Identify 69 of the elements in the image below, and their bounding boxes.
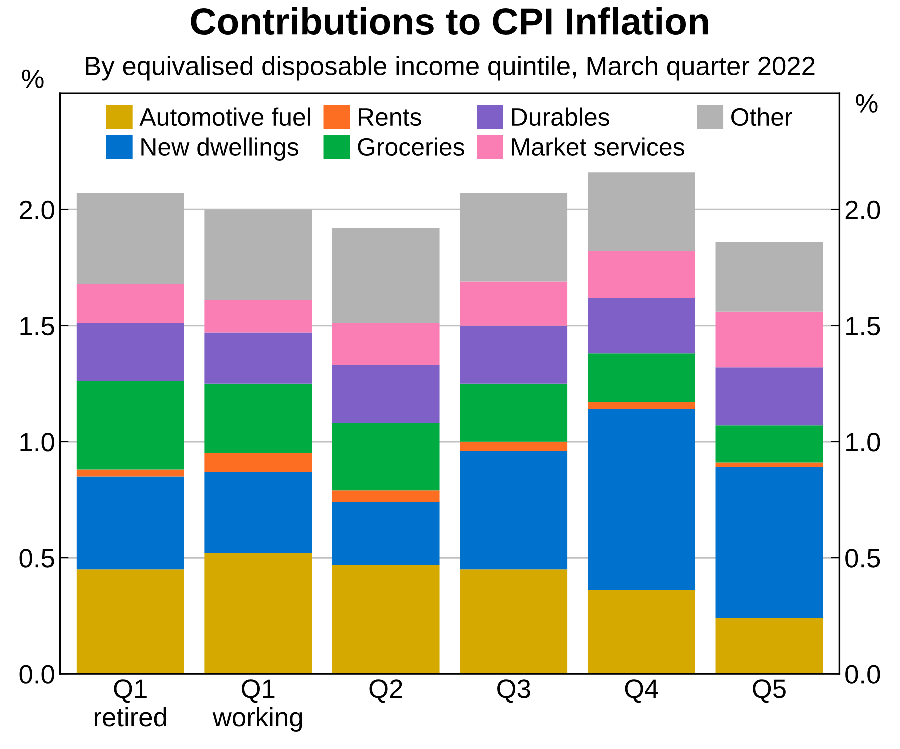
y2-tick-label: 1.0: [846, 433, 880, 452]
legend-label: Rents: [359, 108, 422, 126]
bar: [204, 210, 312, 300]
bar: [716, 426, 824, 463]
bar: [588, 172, 696, 252]
legend-label: Market services: [512, 138, 684, 156]
bar: [460, 442, 568, 452]
bar: [460, 326, 568, 384]
x-tick-label: Q2: [370, 680, 402, 704]
bar: [460, 451, 568, 570]
bar: [76, 476, 184, 570]
bar: [588, 252, 696, 298]
bar: [588, 409, 696, 591]
y-tick-label: 0.0: [20, 665, 54, 684]
bar: [204, 472, 312, 554]
y-tick-label: 1.0: [20, 433, 54, 452]
bar: [588, 298, 696, 354]
bar: [460, 193, 568, 282]
bar: [204, 384, 312, 454]
bar: [716, 462, 824, 468]
y-tick-label: 0.5: [20, 549, 54, 568]
bar: [204, 454, 312, 472]
legend-label: New dwellings: [142, 138, 299, 161]
x-tick-label: Q1 working: [212, 680, 302, 732]
bar: [588, 402, 696, 410]
y2-tick-label: 0.0: [846, 665, 880, 684]
bar: [76, 382, 184, 470]
bar: [76, 570, 184, 674]
x-tick-label: Q3: [498, 680, 530, 704]
y-tick-label: 2.0: [20, 200, 54, 220]
bar: [76, 193, 184, 284]
chart-subtitle: By equivalised disposable income quintile, March quarter 2022: [86, 56, 815, 81]
y2-tick-label: 1.5: [846, 317, 880, 336]
bar: [332, 323, 440, 366]
y2-tick-label: 2.0: [846, 200, 880, 220]
bar: [716, 368, 824, 426]
bar: [460, 384, 568, 442]
bar: [332, 228, 440, 324]
legend-label: Automotive fuel: [140, 108, 310, 126]
bar: [460, 282, 568, 326]
chart-title: Contributions to CPI Inflation: [191, 7, 708, 36]
bar: [332, 490, 440, 502]
bar: [204, 332, 312, 384]
bar: [716, 618, 824, 674]
bar: [76, 284, 184, 324]
bar: [716, 242, 824, 312]
legend-label: Groceries: [358, 138, 464, 156]
bar: [332, 423, 440, 491]
legend-label: Durables: [512, 108, 610, 126]
bar: [716, 467, 824, 618]
bar: [588, 354, 696, 402]
bar: [76, 323, 184, 382]
y2-axis-title: %: [856, 94, 878, 113]
bar: [332, 564, 440, 674]
y-axis-title: %: [22, 70, 44, 88]
bar: [76, 470, 184, 477]
bar: [204, 300, 312, 333]
bar: [332, 365, 440, 424]
x-tick-label: Q5: [753, 680, 786, 704]
x-tick-label: Q4: [625, 680, 658, 704]
y2-tick-label: 0.5: [846, 549, 880, 568]
bar: [588, 590, 696, 674]
bar: [332, 502, 440, 565]
bar: [460, 570, 568, 674]
legend-label: Other: [732, 108, 792, 126]
bar: [204, 553, 312, 674]
x-tick-label: Q1 retired: [94, 680, 166, 727]
bar: [716, 312, 824, 368]
y-tick-label: 1.5: [20, 317, 54, 336]
